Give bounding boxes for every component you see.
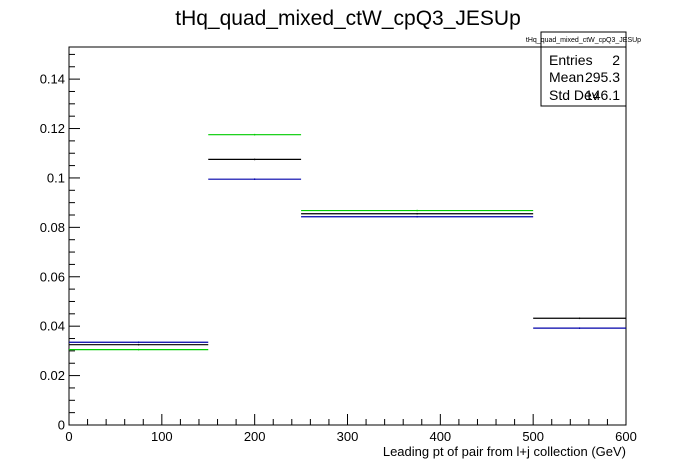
stats-box-frame [540, 31, 627, 107]
stats-entries-value: 2 [612, 52, 620, 68]
x-tick-label: 200 [244, 429, 266, 444]
y-tick-label: 0.08 [40, 220, 65, 235]
stats-box-title: tHq_quad_mixed_ctW_cpQ3_JESUp [526, 37, 641, 44]
x-tick-label: 300 [337, 429, 359, 444]
x-axis-label: Leading pt of pair from l+j collection (… [383, 444, 626, 459]
stats-mean-label: Mean [549, 69, 584, 85]
x-tick-label: 600 [615, 429, 637, 444]
x-tick-label: 100 [151, 429, 173, 444]
y-tick-label: 0.06 [40, 269, 65, 284]
x-tick-label: 400 [429, 429, 451, 444]
stats-entries-label: Entries [549, 52, 593, 68]
series-layer [69, 133, 626, 351]
y-tick-label: 0.1 [47, 170, 65, 185]
stats-stddev-label: Std Dev [549, 87, 599, 103]
y-tick-label: 0 [58, 418, 65, 433]
x-tick-label: 500 [522, 429, 544, 444]
x-tick-label: 0 [65, 429, 72, 444]
stats-mean-value: 295.3 [585, 69, 620, 85]
stats-stddev-value: 146.1 [585, 87, 620, 103]
y-tick-label: 0.14 [40, 72, 65, 87]
y-tick-label: 0.12 [40, 121, 65, 136]
x-axis: 0 100 200 300 400 500 600 [65, 414, 637, 444]
chart-title: tHq_quad_mixed_ctW_cpQ3_JESUp [175, 7, 521, 30]
y-axis: 0 0.02 0.04 0.06 0.08 0.1 0.12 0.14 [40, 53, 80, 433]
stats-box: tHq_quad_mixed_ctW_cpQ3_JESUp Entries 2 … [526, 31, 641, 107]
y-tick-label: 0.04 [40, 319, 65, 334]
y-tick-label: 0.02 [40, 368, 65, 383]
